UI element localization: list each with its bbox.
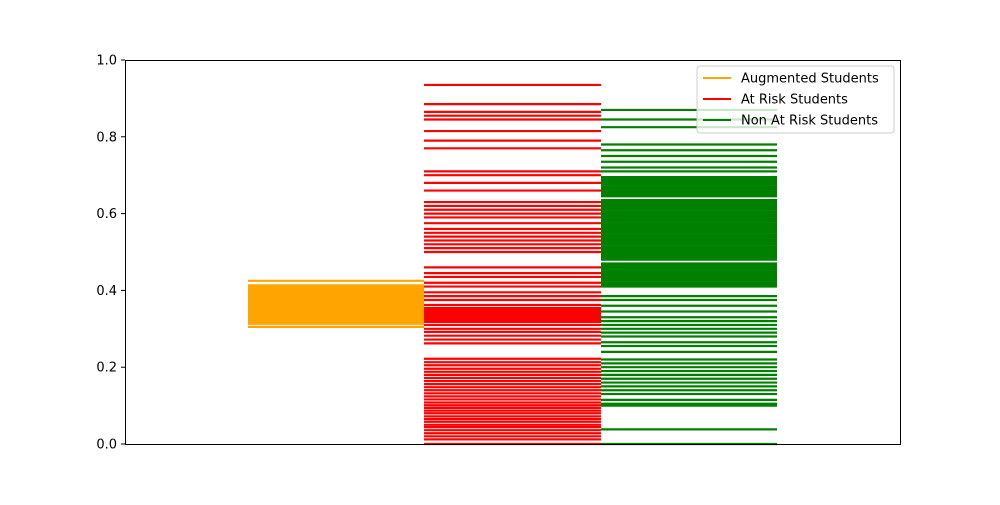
- series-2: [601, 108, 777, 446]
- marks-layer: [248, 83, 777, 446]
- series-1: [424, 83, 601, 446]
- y-tick-label: 0.8: [96, 130, 117, 145]
- y-tick-label: 0.4: [96, 284, 117, 299]
- y-tick-label: 0.0: [96, 438, 117, 453]
- legend-box: [696, 65, 895, 134]
- legend: Augmented Students At Risk Students Non At…: [696, 65, 895, 134]
- series-0: [248, 279, 424, 328]
- y-axis: 0.0 0.2 0.4 0.6 0.8 1.0: [96, 54, 125, 453]
- legend-label: Non At Risk Students: [741, 114, 878, 129]
- y-tick-label: 0.6: [96, 207, 117, 222]
- y-tick-label: 0.2: [96, 361, 117, 376]
- y-tick-label: 1.0: [96, 54, 117, 69]
- legend-label: Augmented Students: [741, 72, 879, 87]
- plot-frame: [125, 60, 901, 445]
- legend-label: At Risk Students: [741, 93, 848, 108]
